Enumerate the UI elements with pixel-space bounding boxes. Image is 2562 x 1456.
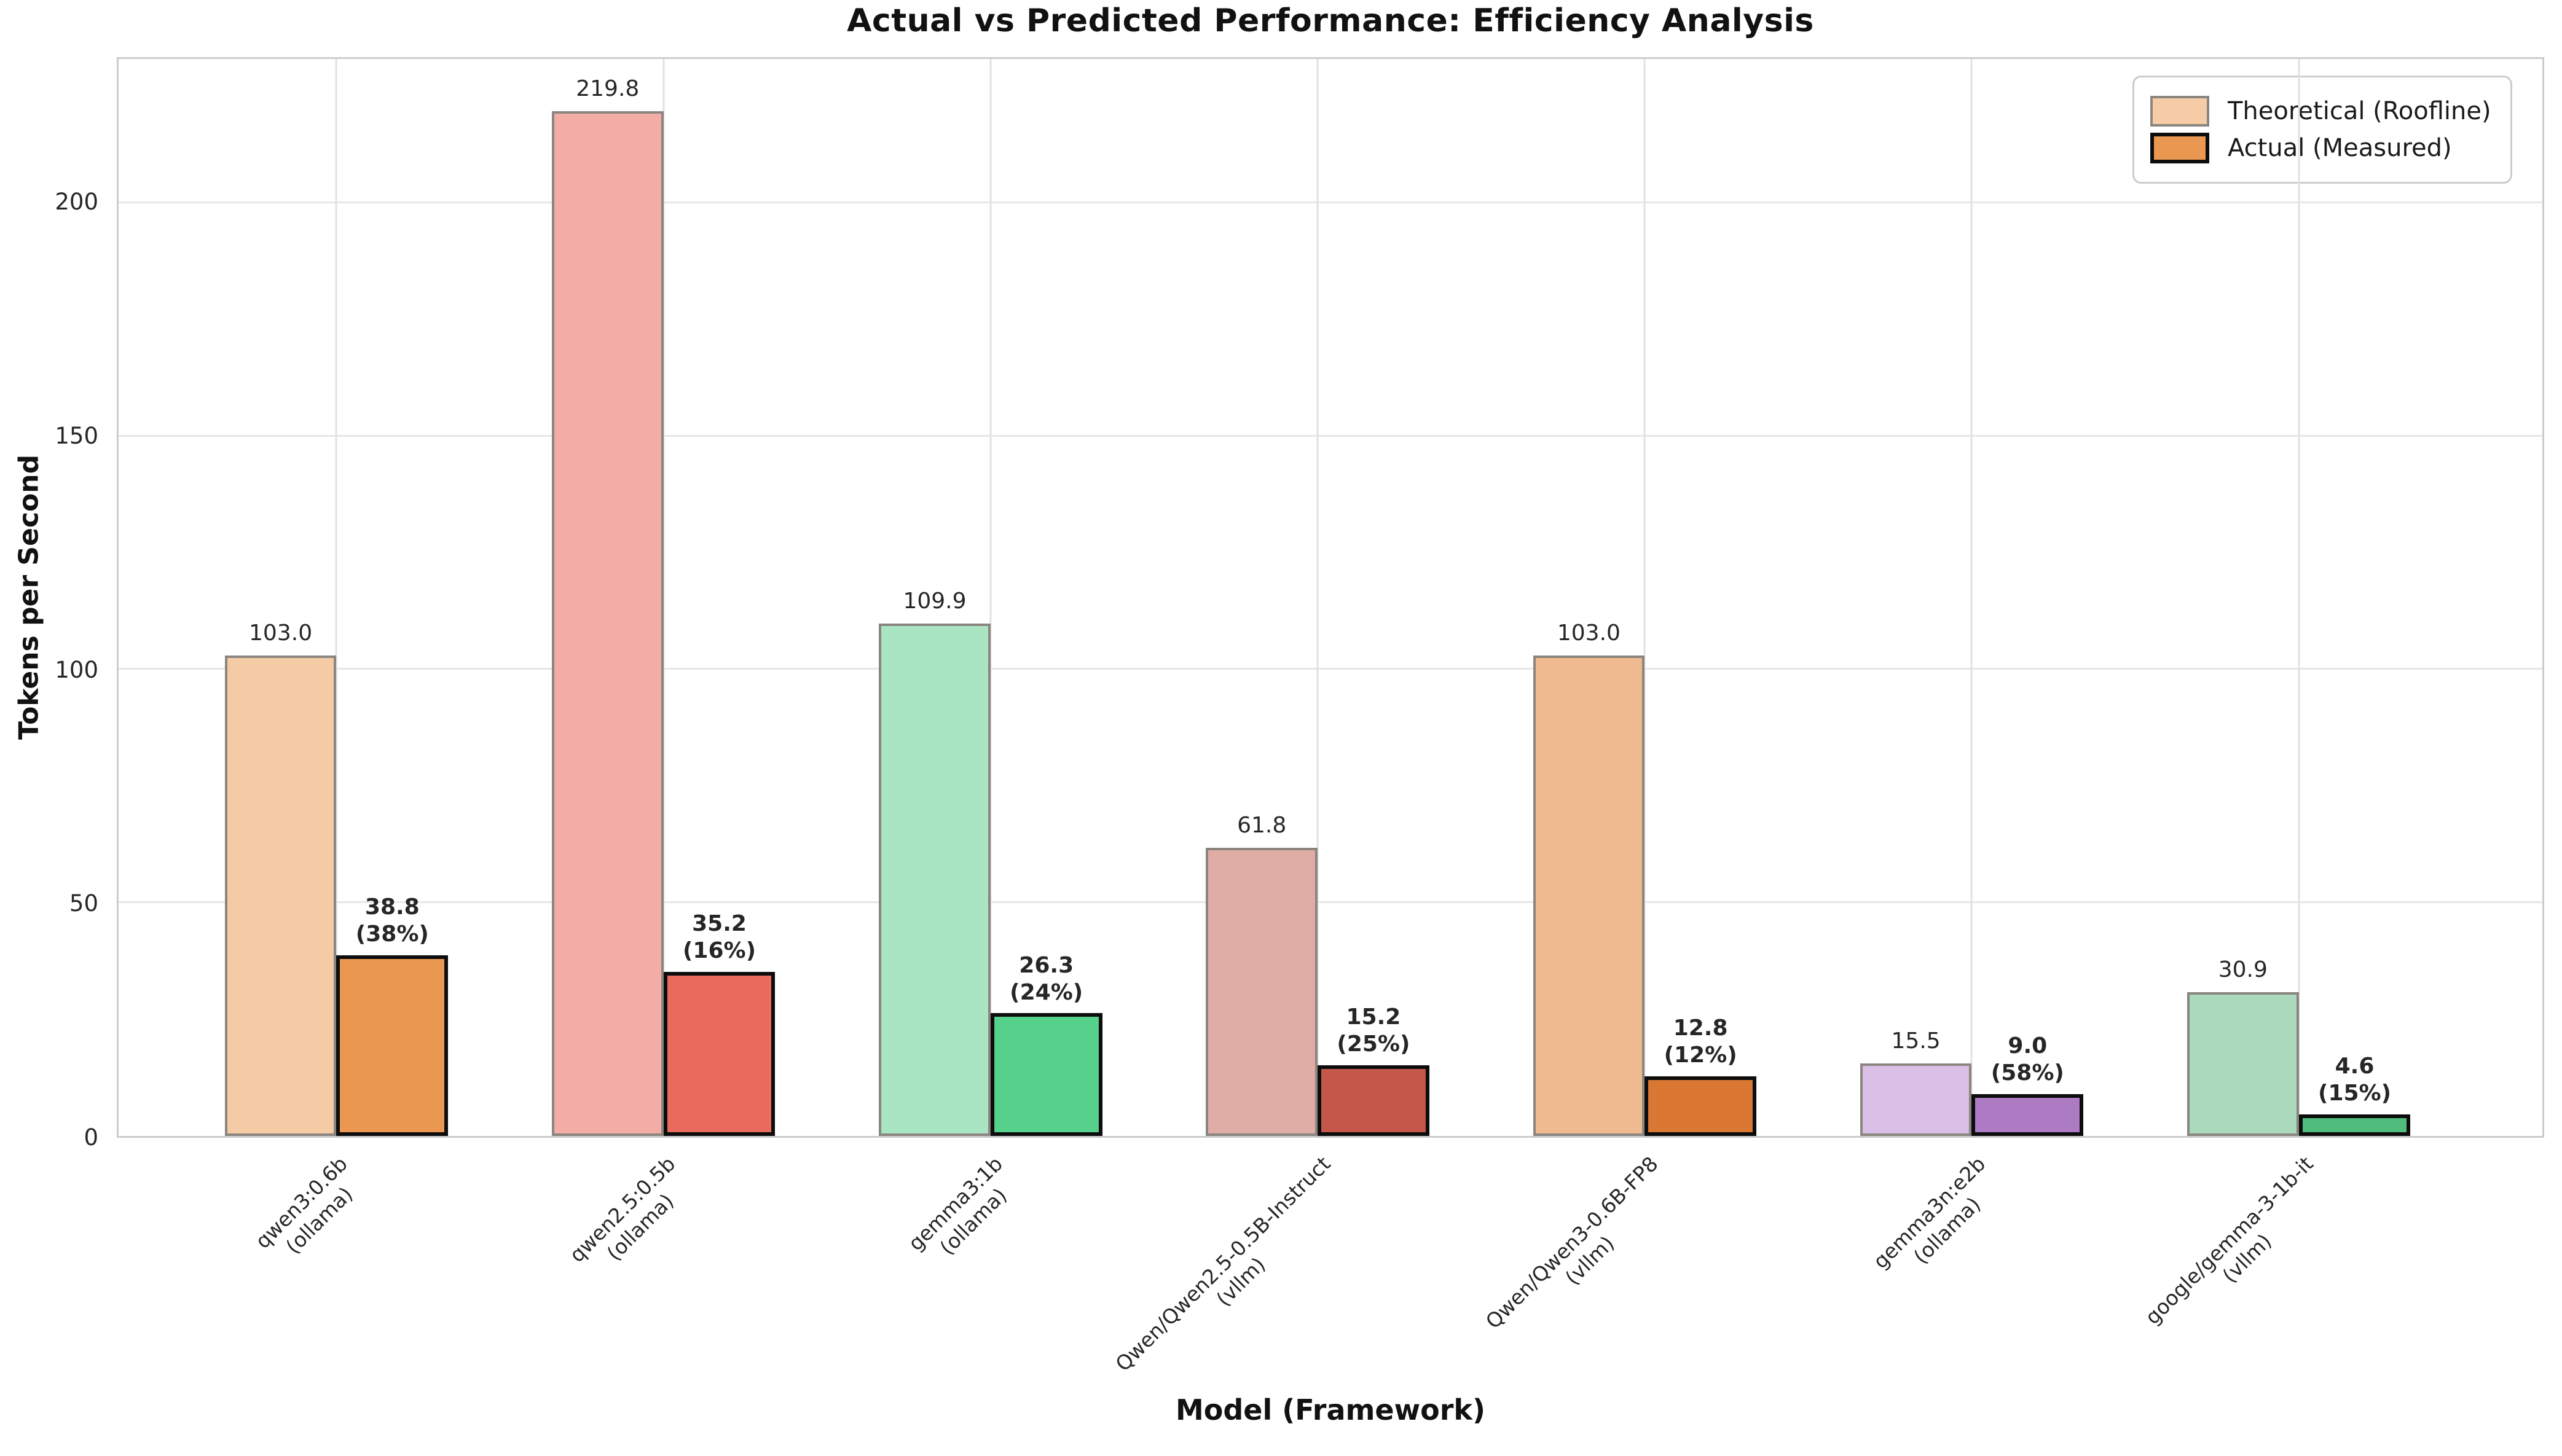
actual-bar bbox=[336, 955, 449, 1136]
actual-bar bbox=[1318, 1065, 1429, 1136]
theoretical-bar bbox=[2187, 992, 2299, 1136]
x-gridline bbox=[662, 59, 665, 1136]
x-axis-title: Model (Framework) bbox=[1175, 1393, 1486, 1427]
x-tick-label: gemma3:1b (ollama) bbox=[903, 1151, 1012, 1260]
y-tick-label: 150 bbox=[55, 422, 98, 449]
x-tick-label: gemma3n:e2b (ollama) bbox=[1868, 1151, 1990, 1274]
y-tick-label: 50 bbox=[69, 890, 98, 917]
actual-bar bbox=[1971, 1094, 2084, 1136]
legend-item-actual: Actual (Measured) bbox=[2150, 133, 2494, 163]
actual-bar bbox=[663, 971, 776, 1136]
x-tick-label: qwen2.5:0.5b (ollama) bbox=[564, 1151, 680, 1267]
y-gridline bbox=[119, 901, 2542, 903]
theoretical-bar bbox=[1206, 848, 1318, 1136]
x-gridline bbox=[1643, 59, 1646, 1136]
actual-bar bbox=[1644, 1076, 1756, 1136]
x-tick-label: Qwen/Qwen3-0.6B-FP8 (vllm) bbox=[1480, 1151, 1663, 1334]
legend-label: Actual (Measured) bbox=[2228, 134, 2452, 162]
x-gridline bbox=[989, 59, 992, 1136]
y-tick-label: 100 bbox=[55, 656, 98, 683]
theoretical-value-label: 109.9 bbox=[903, 589, 967, 614]
x-tick-label: qwen3:0.6b (ollama) bbox=[251, 1151, 358, 1259]
theoretical-bar bbox=[224, 656, 337, 1136]
theoretical-value-label: 61.8 bbox=[1237, 813, 1287, 839]
actual-value-label: 26.3 (24%) bbox=[1010, 952, 1083, 1005]
actual-value-label: 12.8 (12%) bbox=[1664, 1016, 1737, 1068]
x-tick-label: google/gemma-3-1b-it (vllm) bbox=[2140, 1151, 2318, 1329]
actual-value-label: 35.2 (16%) bbox=[682, 911, 756, 963]
y-gridline bbox=[119, 434, 2542, 437]
legend: Theoretical (Roofline) Actual (Measured) bbox=[2132, 76, 2512, 184]
theoretical-bar bbox=[1533, 656, 1645, 1136]
y-gridline bbox=[119, 668, 2542, 670]
y-gridline bbox=[119, 202, 2542, 204]
actual-bar bbox=[2298, 1114, 2411, 1136]
theoretical-value-label: 103.0 bbox=[249, 620, 313, 646]
theoretical-value-label: 30.9 bbox=[2218, 957, 2268, 982]
x-gridline bbox=[335, 59, 337, 1136]
theoretical-value-label: 103.0 bbox=[1557, 620, 1621, 646]
actual-value-label: 9.0 (58%) bbox=[1990, 1033, 2064, 1086]
y-tick-label: 0 bbox=[84, 1124, 98, 1151]
actual-value-label: 15.2 (25%) bbox=[1337, 1004, 1410, 1057]
theoretical-value-label: 15.5 bbox=[1891, 1028, 1941, 1054]
x-gridline bbox=[1970, 59, 1973, 1136]
theoretical-bar bbox=[551, 111, 664, 1136]
chart-title: Actual vs Predicted Performance: Efficie… bbox=[847, 2, 1814, 39]
theoretical-bar bbox=[1860, 1063, 1972, 1136]
x-gridline bbox=[2298, 59, 2300, 1136]
y-tick-label: 200 bbox=[55, 189, 98, 216]
theoretical-value-label: 219.8 bbox=[576, 76, 640, 102]
actual-bar bbox=[990, 1013, 1102, 1136]
legend-item-theoretical: Theoretical (Roofline) bbox=[2150, 96, 2494, 127]
plot-area: Theoretical (Roofline) Actual (Measured)… bbox=[117, 57, 2544, 1138]
x-gridline bbox=[1316, 59, 1319, 1136]
legend-label: Theoretical (Roofline) bbox=[2228, 97, 2491, 125]
actual-value-label: 38.8 (38%) bbox=[355, 894, 429, 947]
theoretical-swatch-icon bbox=[2150, 96, 2209, 127]
actual-swatch-icon bbox=[2150, 133, 2209, 163]
theoretical-bar bbox=[879, 624, 991, 1136]
actual-value-label: 4.6 (15%) bbox=[2317, 1054, 2392, 1106]
x-tick-label: Qwen/Qwen2.5-0.5B-Instruct (vllm) bbox=[1110, 1151, 1335, 1376]
y-axis-title: Tokens per Second bbox=[13, 454, 45, 740]
